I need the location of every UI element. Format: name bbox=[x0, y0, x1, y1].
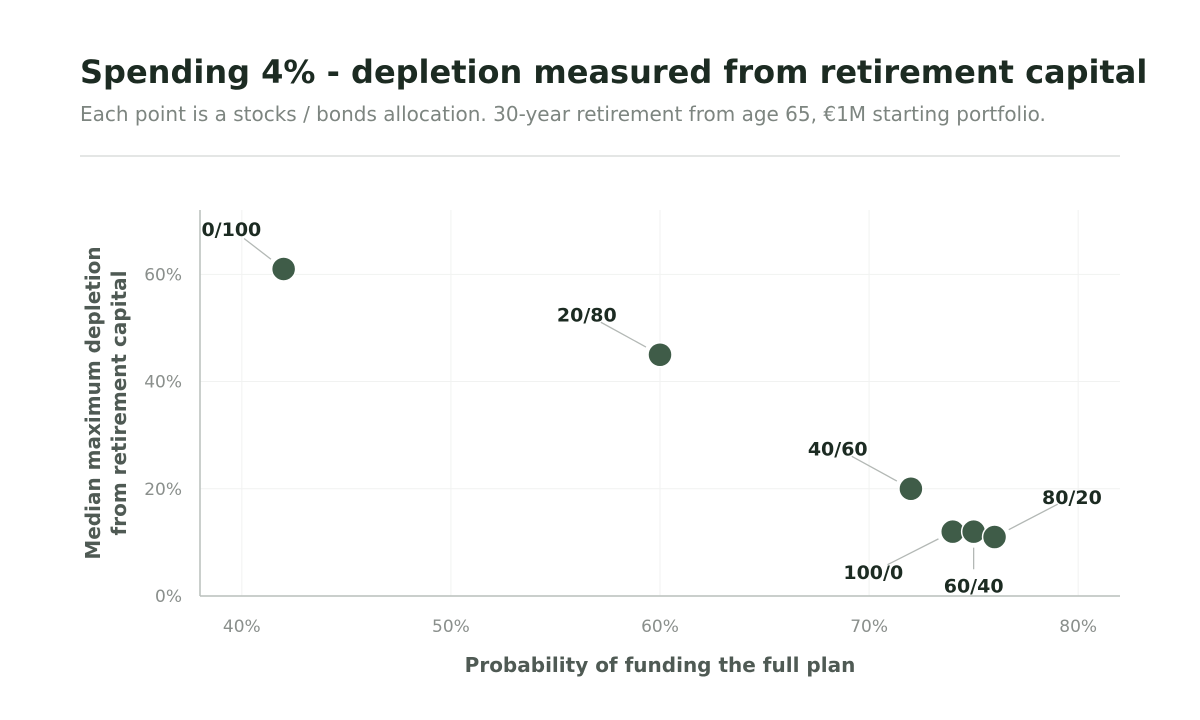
data-point bbox=[898, 476, 924, 502]
point-label: 100/0 bbox=[843, 562, 903, 584]
leader-line bbox=[600, 321, 647, 348]
x-tick-label: 50% bbox=[432, 617, 470, 637]
point-label: 20/80 bbox=[557, 305, 617, 327]
y-tick-label: 60% bbox=[144, 265, 182, 285]
chart-title: Spending 4% - depletion measured from re… bbox=[80, 53, 1148, 91]
point-label: 80/20 bbox=[1042, 487, 1102, 509]
y-tick-label: 20% bbox=[144, 480, 182, 500]
x-tick-label: 70% bbox=[850, 617, 888, 637]
x-tick-label: 60% bbox=[641, 617, 679, 637]
leader-line bbox=[1008, 503, 1059, 531]
data-point bbox=[270, 256, 297, 282]
x-tick-label: 80% bbox=[1059, 617, 1097, 637]
title-divider bbox=[80, 155, 1120, 157]
leader-line bbox=[851, 455, 898, 482]
leader-line bbox=[243, 238, 272, 260]
point-label: 0/100 bbox=[201, 219, 261, 241]
data-point bbox=[647, 342, 673, 368]
y-axis-title: Median maximum depletion from retirement … bbox=[81, 246, 131, 559]
y-tick-label: 40% bbox=[144, 373, 182, 393]
y-tick-label: 0% bbox=[155, 587, 182, 607]
x-tick-label: 40% bbox=[223, 617, 261, 637]
data-point bbox=[960, 518, 987, 545]
leader-line bbox=[887, 538, 939, 566]
point-label: 60/40 bbox=[944, 575, 1004, 597]
x-axis-title: Probability of funding the full plan bbox=[465, 653, 856, 677]
chart-subtitle: Each point is a stocks / bonds allocatio… bbox=[80, 102, 1046, 126]
data-point bbox=[981, 524, 1008, 550]
point-label: 40/60 bbox=[808, 439, 868, 461]
